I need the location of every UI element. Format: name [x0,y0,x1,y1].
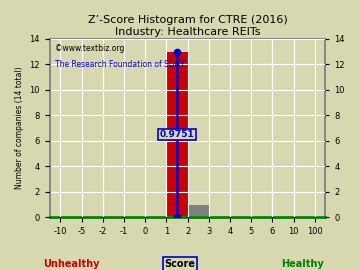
Text: The Research Foundation of SUNY: The Research Foundation of SUNY [55,60,185,69]
Bar [188,205,209,217]
Text: Unhealthy: Unhealthy [43,259,100,269]
Y-axis label: Number of companies (14 total): Number of companies (14 total) [15,67,24,189]
Text: Score: Score [165,259,195,269]
Text: ©www.textbiz.org: ©www.textbiz.org [55,44,125,53]
Text: 0.9751: 0.9751 [159,130,194,139]
Text: Healthy: Healthy [281,259,324,269]
Bar [166,52,188,217]
Title: Z’-Score Histogram for CTRE (2016)
Industry: Healthcare REITs: Z’-Score Histogram for CTRE (2016) Indus… [88,15,288,37]
